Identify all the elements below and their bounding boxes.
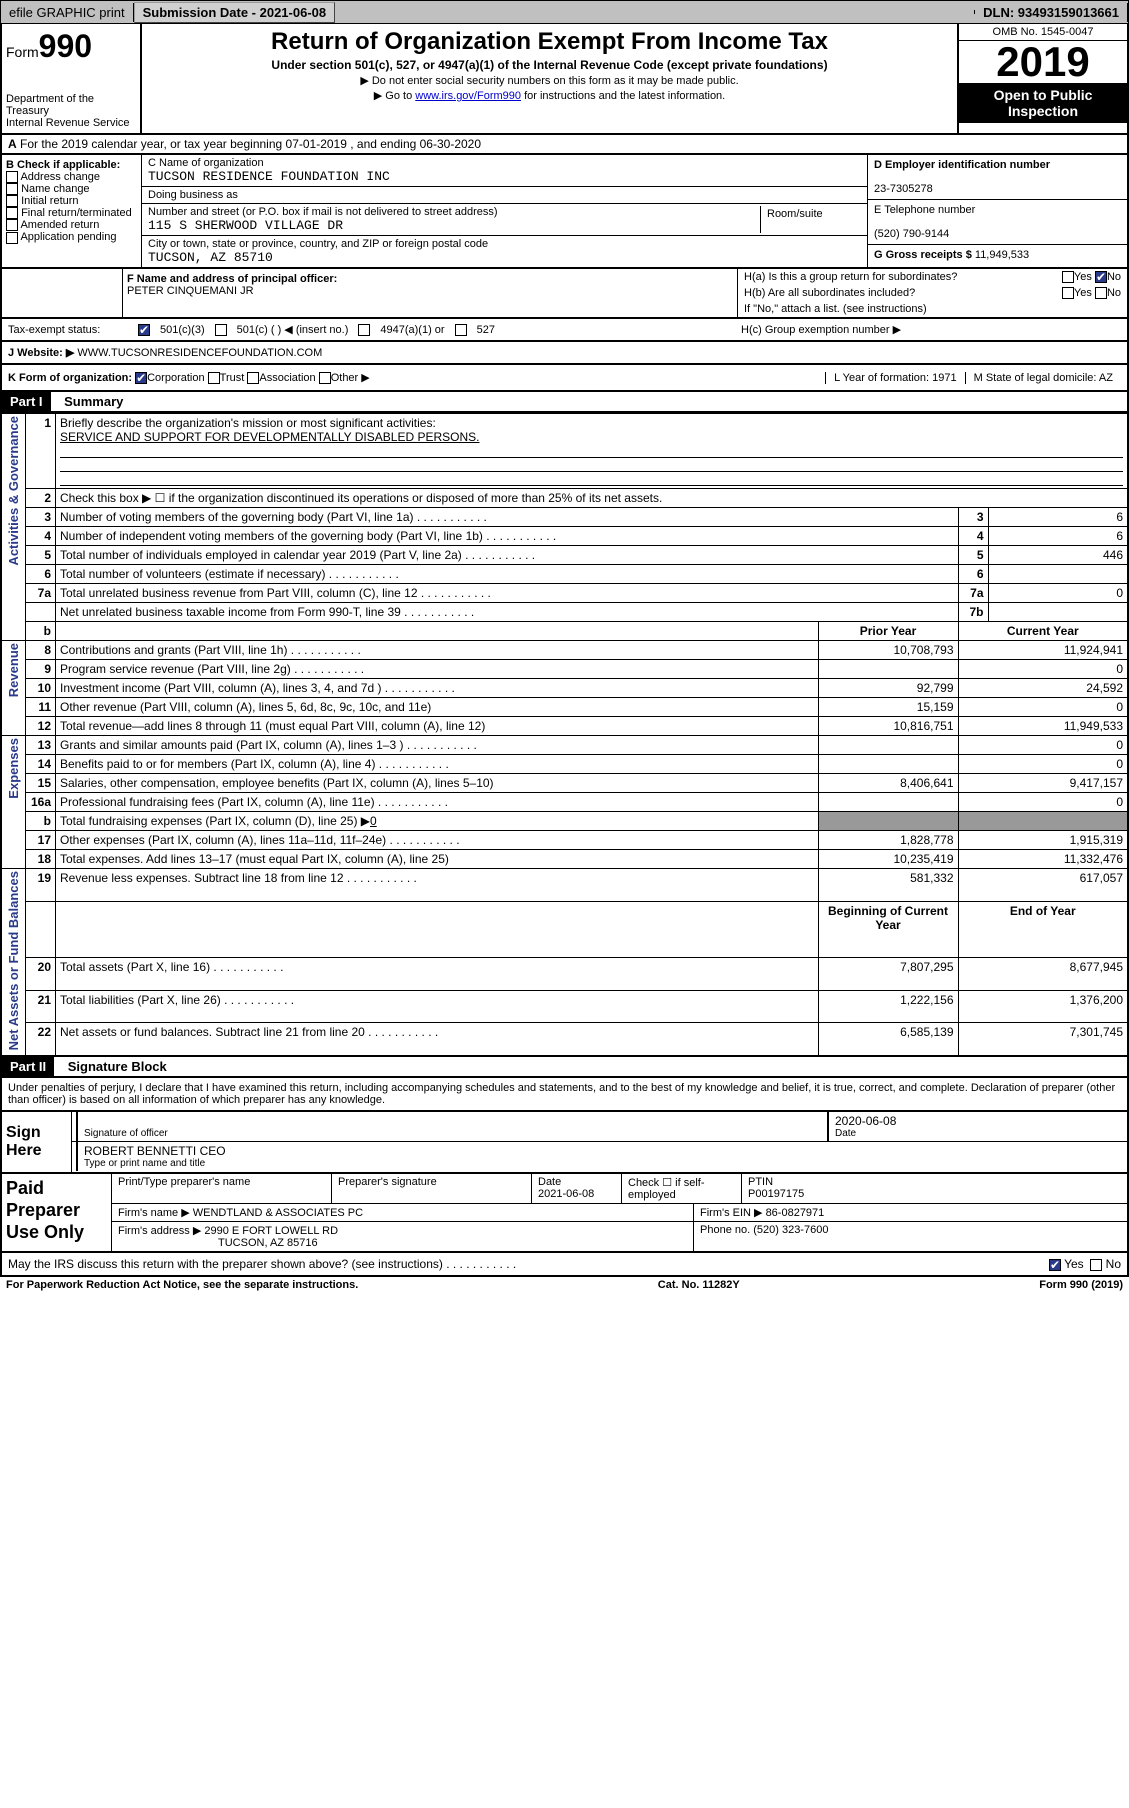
irs-link[interactable]: www.irs.gov/Form990 <box>415 90 521 102</box>
summary-table: Activities & Governance 1 Briefly descri… <box>0 413 1129 1057</box>
cb-hb-yes[interactable] <box>1062 287 1074 299</box>
cb-ha-no[interactable] <box>1095 271 1107 283</box>
irs-discuss-row: May the IRS discuss this return with the… <box>0 1253 1129 1277</box>
cb-trust[interactable] <box>208 372 220 384</box>
m-state-domicile: M State of legal domicile: AZ <box>965 372 1121 384</box>
toolbar-spacer <box>335 10 975 14</box>
cb-501c3[interactable] <box>138 324 150 336</box>
form-note-ssn: Do not enter social security numbers on … <box>146 74 953 87</box>
header-left: Form990 Department of the Treasury Inter… <box>2 24 142 133</box>
l-year-formation: L Year of formation: 1971 <box>825 372 965 384</box>
cb-discuss-yes[interactable] <box>1049 1259 1061 1271</box>
f-officer: F Name and address of principal officer:… <box>122 269 737 317</box>
cb-final-return[interactable] <box>6 207 18 219</box>
f-left-blank <box>2 269 122 317</box>
part1-bar: Part I Summary <box>0 392 1129 413</box>
cb-amended[interactable] <box>6 219 18 231</box>
preparer-block: Paid Preparer Use Only Print/Type prepar… <box>0 1174 1129 1253</box>
row-a-period: A For the 2019 calendar year, or tax yea… <box>0 135 1129 155</box>
website-row: J Website: ▶ WWW.TUCSONRESIDENCEFOUNDATI… <box>0 342 1129 365</box>
form-header: Form990 Department of the Treasury Inter… <box>0 24 1129 135</box>
dept-label: Department of the Treasury <box>6 93 136 117</box>
cb-initial-return[interactable] <box>6 195 18 207</box>
cb-501c[interactable] <box>215 324 227 336</box>
h-group: H(a) Is this a group return for subordin… <box>737 269 1127 317</box>
section-fh: F Name and address of principal officer:… <box>0 269 1129 319</box>
col-c-name-addr: C Name of organization TUCSON RESIDENCE … <box>142 155 867 267</box>
form-subtitle: Under section 501(c), 527, or 4947(a)(1)… <box>146 58 953 72</box>
e-phone-value: (520) 790-9144 <box>874 228 949 240</box>
cb-other[interactable] <box>319 372 331 384</box>
cb-name-change[interactable] <box>6 183 18 195</box>
c-city-value: TUCSON, AZ 85710 <box>148 250 861 265</box>
cb-assoc[interactable] <box>247 372 259 384</box>
tax-year: 2019 <box>959 41 1127 83</box>
cb-app-pending[interactable] <box>6 232 18 244</box>
tax-exempt-row: Tax-exempt status: 501(c)(3) 501(c) ( ) … <box>0 319 1129 342</box>
g-gross-label: G Gross receipts $ <box>874 249 972 261</box>
d-ein-label: D Employer identification number <box>874 159 1050 171</box>
e-phone-label: E Telephone number <box>874 204 975 216</box>
c-name-value: TUCSON RESIDENCE FOUNDATION INC <box>148 169 861 184</box>
form-note-link: ▶ Go to www.irs.gov/Form990 for instruct… <box>146 89 953 102</box>
cb-ha-yes[interactable] <box>1062 271 1074 283</box>
irs-label: Internal Revenue Service <box>6 117 136 129</box>
c-addr-value: 115 S SHERWOOD VILLAGE DR <box>148 218 760 233</box>
dln-label: DLN: 93493159013661 <box>975 3 1128 22</box>
page-footer: For Paperwork Reduction Act Notice, see … <box>0 1277 1129 1293</box>
cb-hb-no[interactable] <box>1095 287 1107 299</box>
website-value: WWW.TUCSONRESIDENCEFOUNDATION.COM <box>74 347 322 359</box>
cb-4947[interactable] <box>358 324 370 336</box>
c-name-label: C Name of organization <box>148 157 861 169</box>
cb-discuss-no[interactable] <box>1090 1259 1102 1271</box>
mission-value: SERVICE AND SUPPORT FOR DEVELOPMENTALLY … <box>60 430 479 444</box>
form-number: Form990 <box>6 28 136 65</box>
hc-group: H(c) Group exemption number ▶ <box>741 323 1121 336</box>
c-dba-label: Doing business as <box>148 189 861 201</box>
col-b-checkboxes: B Check if applicable: Address change Na… <box>2 155 142 267</box>
header-right: OMB No. 1545-0047 2019 Open to Public In… <box>957 24 1127 133</box>
section-bcde: B Check if applicable: Address change Na… <box>0 155 1129 269</box>
perjury-text: Under penalties of perjury, I declare th… <box>0 1078 1129 1112</box>
part2-bar: Part II Signature Block <box>0 1057 1129 1078</box>
k-form-org-row: K Form of organization: Corporation Trus… <box>0 365 1129 392</box>
header-mid: Return of Organization Exempt From Incom… <box>142 24 957 133</box>
form-title: Return of Organization Exempt From Incom… <box>146 28 953 56</box>
efile-label: efile GRAPHIC print <box>1 3 134 22</box>
cb-527[interactable] <box>455 324 467 336</box>
sign-block: Sign Here Signature of officer 2020-06-0… <box>0 1112 1129 1174</box>
submission-date-button[interactable]: Submission Date - 2021-06-08 <box>134 2 336 23</box>
d-ein-value: 23-7305278 <box>874 183 933 195</box>
top-toolbar: efile GRAPHIC print Submission Date - 20… <box>0 0 1129 24</box>
c-addr-label: Number and street (or P.O. box if mail i… <box>148 206 760 218</box>
c-room-label: Room/suite <box>761 206 861 233</box>
c-city-label: City or town, state or province, country… <box>148 238 861 250</box>
open-public-badge: Open to Public Inspection <box>959 83 1127 123</box>
cb-address-change[interactable] <box>6 171 18 183</box>
col-d-ein-phone: D Employer identification number 23-7305… <box>867 155 1127 267</box>
cb-corp[interactable] <box>135 372 147 384</box>
g-gross-value: 11,949,533 <box>975 249 1029 261</box>
